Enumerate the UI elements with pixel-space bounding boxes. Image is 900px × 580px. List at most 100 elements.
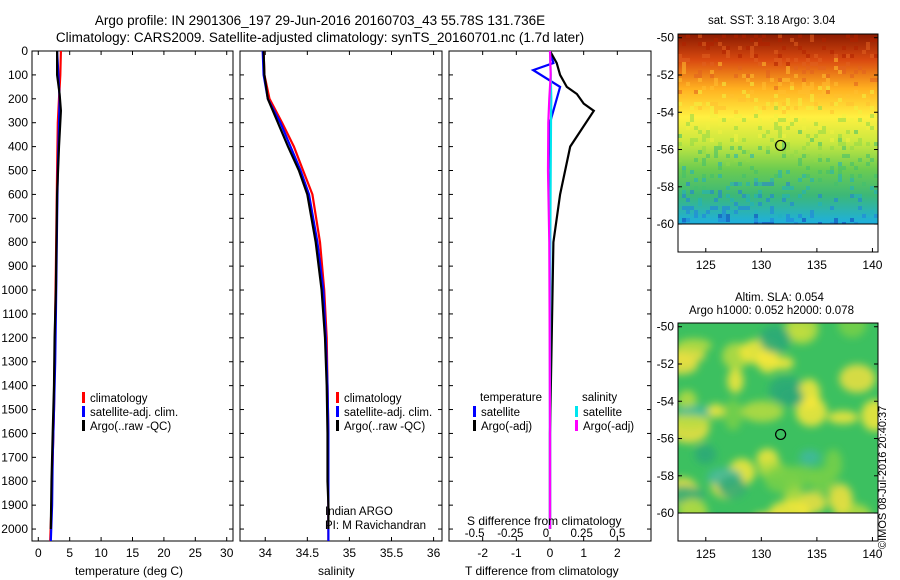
sst-pixel: [770, 218, 774, 222]
sla-blob: [798, 378, 821, 409]
sla-blob: [764, 465, 802, 494]
salinity-panel: 34 34.5 35 35.5 36: [239, 50, 443, 560]
sst-pixel: [742, 194, 746, 198]
sst-pixel: [806, 66, 810, 70]
sst-pixel: [738, 182, 742, 186]
sst-pixel: [738, 54, 742, 58]
sst-pixel: [746, 206, 750, 210]
sst-pixel: [714, 102, 718, 106]
sla-blob: [707, 403, 725, 418]
sst-pixel: [818, 146, 822, 150]
sst-pixel: [694, 126, 698, 130]
s-difference-axis-title: S difference from climatology: [467, 514, 622, 528]
y-tick-label: 0: [21, 44, 28, 58]
sst-pixel: [806, 142, 810, 146]
sst-pixel: [814, 122, 818, 126]
sst-pixel: [774, 94, 778, 98]
sla-map-title-line-1: Altim. SLA: 0.054: [735, 292, 824, 304]
sst-pixel: [694, 90, 698, 94]
sst-pixel: [778, 134, 782, 138]
sst-pixel: [698, 198, 702, 202]
diff-legend-sal-satellite: satellite: [575, 406, 622, 419]
map-x-tick-label: 135: [807, 258, 827, 272]
sst-pixel: [802, 82, 806, 86]
sst-pixel: [802, 62, 806, 66]
sst-pixel: [678, 134, 682, 138]
temperature-panel: 0100200300400500600700800900100011001200…: [1, 44, 233, 560]
temp-legend-argo: Argo(..raw -QC): [82, 420, 171, 433]
sst-pixel: [790, 186, 794, 190]
sst-pixel: [698, 74, 702, 78]
map-y-tick-label: -58: [657, 469, 675, 483]
sst-pixel: [766, 130, 770, 134]
x-tick-label: 5: [66, 546, 73, 560]
sst-pixel: [758, 190, 762, 194]
sst-pixel: [790, 38, 794, 42]
sst-pixel: [838, 162, 842, 166]
sst-pixel: [718, 146, 722, 150]
sst-pixel: [698, 106, 702, 110]
sst-pixel: [738, 46, 742, 50]
map-x-tick-label: 140: [862, 258, 882, 272]
sst-pixel: [814, 158, 818, 162]
sst-pixel: [678, 58, 682, 62]
sst-pixel: [826, 158, 830, 162]
sst-pixel: [718, 218, 722, 222]
sst-pixel: [818, 66, 822, 70]
sst-pixel: [754, 98, 758, 102]
sst-pixel: [718, 42, 722, 46]
sst-pixel: [850, 146, 854, 150]
sst-pixel: [830, 206, 834, 210]
sst-pixel: [686, 126, 690, 130]
sst-pixel: [766, 74, 770, 78]
sst-pixel: [726, 54, 730, 58]
sst-pixel: [818, 58, 822, 62]
sst-pixel: [866, 102, 870, 106]
sst-pixel: [782, 194, 786, 198]
sst-pixel: [830, 110, 834, 114]
series-line-salinity-argo-adj-: [546, 50, 552, 529]
sla-blob: [678, 338, 712, 353]
legend-swatch: [82, 392, 85, 403]
sst-pixel: [734, 126, 738, 130]
sst-pixel: [702, 186, 706, 190]
sst-pixel: [718, 122, 722, 126]
sst-pixel: [854, 194, 858, 198]
diff-legend-temp-satellite: satellite: [473, 406, 520, 419]
sst-pixel: [702, 42, 706, 46]
sst-pixel: [710, 102, 714, 106]
sst-pixel: [838, 94, 842, 98]
sst-pixel: [714, 110, 718, 114]
sst-pixel: [686, 218, 690, 222]
sst-pixel: [802, 78, 806, 82]
map-y-tick-label: -54: [657, 105, 675, 119]
sst-pixel: [682, 62, 686, 66]
x-tick-label: 1: [580, 546, 587, 560]
t-difference-axis-title: T difference from climatology: [465, 564, 619, 578]
sal-legend-argo: Argo(..raw -QC): [336, 420, 425, 433]
sst-pixel: [690, 106, 694, 110]
sst-pixel: [754, 182, 758, 186]
sst-pixel: [834, 58, 838, 62]
sst-pixel: [830, 130, 834, 134]
sst-pixel: [738, 114, 742, 118]
sst-pixel: [818, 154, 822, 158]
sst-pixel: [778, 38, 782, 42]
sst-pixel: [786, 186, 790, 190]
sst-pixel: [686, 122, 690, 126]
sst-pixel: [826, 74, 830, 78]
sst-pixel: [870, 78, 874, 82]
sst-pixel: [770, 118, 774, 122]
sst-pixel: [814, 134, 818, 138]
sst-pixel: [762, 106, 766, 110]
sla-blob: [828, 483, 853, 514]
sst-pixel: [858, 158, 862, 162]
sst-pixel: [714, 114, 718, 118]
sst-pixel: [850, 178, 854, 182]
sst-pixel: [778, 118, 782, 122]
sst-pixel: [710, 110, 714, 114]
sla-blob: [723, 399, 743, 431]
sst-pixel: [858, 142, 862, 146]
sst-pixel: [682, 70, 686, 74]
sst-pixel: [734, 34, 738, 38]
